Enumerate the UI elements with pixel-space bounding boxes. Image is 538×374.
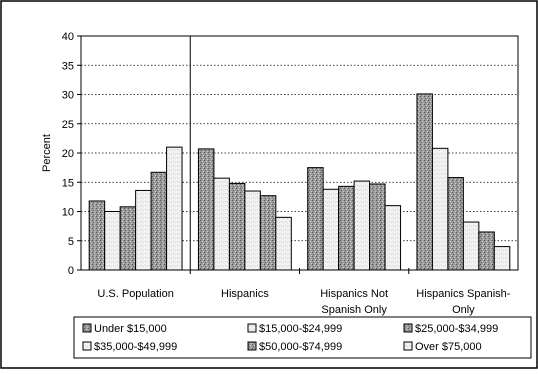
bar bbox=[478, 231, 495, 271]
legend-label: Under $15,000 bbox=[94, 323, 167, 335]
y-tick-label: 35 bbox=[62, 60, 74, 72]
legend-swatch bbox=[82, 341, 92, 351]
x-tick-label: Hispanics bbox=[221, 288, 269, 300]
x-axis-labels: U.S. Population Hispanics Hispanics Not Spa… bbox=[97, 288, 510, 316]
bars bbox=[88, 36, 511, 274]
y-tick-label: 15 bbox=[62, 177, 74, 189]
y-tick-label: 0 bbox=[68, 265, 74, 277]
y-tick-label: 10 bbox=[62, 207, 74, 219]
bar bbox=[275, 216, 292, 271]
bar bbox=[431, 147, 449, 271]
bar bbox=[447, 177, 464, 271]
bar bbox=[244, 190, 261, 271]
bar bbox=[119, 206, 137, 271]
bar bbox=[338, 185, 355, 271]
y-axis-ticks: 0 5 10 15 20 25 30 35 40 bbox=[62, 31, 81, 277]
bar bbox=[88, 200, 106, 271]
legend-swatch bbox=[247, 341, 257, 351]
x-tick-label: U.S. Population bbox=[97, 288, 173, 300]
legend-box bbox=[73, 316, 532, 359]
x-tick-label: Only bbox=[452, 304, 475, 316]
bar bbox=[353, 180, 371, 271]
legend-swatch bbox=[403, 323, 413, 333]
bar bbox=[228, 182, 246, 271]
bar bbox=[384, 205, 402, 271]
bar bbox=[493, 246, 511, 271]
bar bbox=[462, 221, 480, 271]
legend-label: $25,000-$34,999 bbox=[415, 323, 498, 335]
bar bbox=[259, 195, 277, 271]
bar bbox=[416, 93, 433, 271]
bar bbox=[150, 171, 168, 271]
x-tick-label: Hispanics Spanish- bbox=[416, 288, 510, 300]
y-tick-label: 25 bbox=[62, 119, 74, 131]
legend-label: $35,000-$49,999 bbox=[94, 341, 177, 353]
y-tick-label: 40 bbox=[62, 31, 74, 43]
x-tick-label: Spanish Only bbox=[321, 304, 387, 316]
y-tick-label: 20 bbox=[62, 148, 74, 160]
legend-label: Over $75,000 bbox=[415, 341, 482, 353]
bar bbox=[104, 211, 121, 271]
legend-label: $15,000-$24,999 bbox=[259, 323, 342, 335]
bar bbox=[322, 188, 340, 271]
legend-swatch bbox=[403, 341, 413, 351]
legend: Under $15,000 $15,000-$24,999 $25,000-$34,… bbox=[73, 316, 532, 359]
bar bbox=[307, 167, 324, 271]
y-tick-label: 30 bbox=[62, 90, 74, 102]
bar bbox=[166, 146, 183, 271]
y-axis-label: Percent bbox=[41, 134, 53, 172]
x-tick-label: Hispanics Not bbox=[320, 288, 388, 300]
bar bbox=[213, 177, 230, 271]
bar bbox=[197, 148, 215, 271]
bar bbox=[135, 189, 152, 271]
legend-swatch bbox=[82, 323, 92, 333]
legend-label: $50,000-$74,999 bbox=[259, 341, 342, 353]
y-tick-label: 5 bbox=[68, 236, 74, 248]
legend-swatch bbox=[247, 323, 257, 333]
bar bbox=[369, 183, 386, 271]
